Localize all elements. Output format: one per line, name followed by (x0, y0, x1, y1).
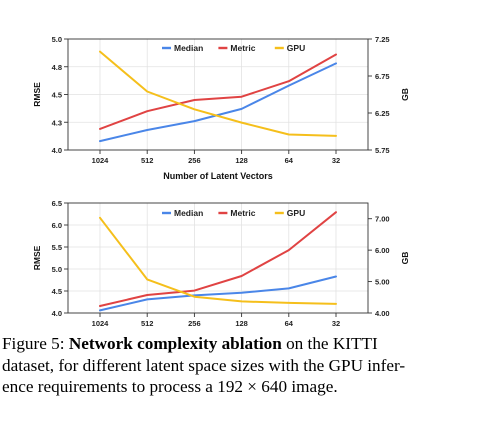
y-tick-label: 5.0 (52, 35, 62, 44)
caption-line-1: Figure 5: Network complexity ablation on… (2, 333, 482, 355)
x-tick-label: 128 (235, 156, 248, 165)
legend-label-median: Median (174, 43, 203, 53)
y2-tick-label: 5.00 (375, 278, 390, 287)
y-tick-label: 5.0 (52, 265, 62, 274)
series-line-median (99, 275, 337, 312)
y2-tick-label: 7.00 (375, 215, 390, 224)
y2-axis-title: GB (400, 88, 410, 101)
caption-prefix: Figure 5: (2, 334, 69, 353)
caption-rest: on the KITTI (281, 334, 378, 353)
x-tick-label: 1024 (92, 156, 110, 165)
chart-top: 4.0 4.3 4.5 4.8 5.0 5.75 6.25 6.75 7.25 1024 512 25… (32, 35, 410, 181)
series-line-gpu (99, 216, 337, 305)
y2-tick-label: 7.25 (375, 35, 390, 44)
y2-tick-label: 5.75 (375, 146, 390, 155)
x-axis-title: Number of Latent Vectors (163, 171, 273, 181)
legend-label-gpu: GPU (287, 208, 305, 218)
y2-axis-title: GB (400, 252, 410, 265)
x-tick-label: 64 (285, 319, 294, 328)
y-tick-label: 5.5 (52, 243, 62, 252)
legend-label-metric: Metric (230, 43, 255, 53)
series-line-metric (99, 53, 337, 130)
figure-caption: Figure 5: Network complexity ablation on… (2, 333, 482, 398)
caption-line-2: dataset, for different latent space size… (2, 355, 406, 375)
x-tick-label: 512 (141, 156, 154, 165)
y-axis-title: RMSE (32, 245, 42, 270)
legend-label-gpu: GPU (287, 43, 305, 53)
series-line-gpu (99, 50, 337, 137)
legend: Median Metric GPU (162, 208, 305, 218)
y-tick-label: 6.0 (52, 221, 62, 230)
y2-tick-label: 6.25 (375, 109, 390, 118)
x-tick-label: 256 (188, 319, 201, 328)
x-tick-label: 128 (235, 319, 248, 328)
caption-line-3: ence requirements to process a 192 × 640… (2, 377, 338, 396)
y-tick-label: 4.5 (52, 91, 62, 100)
x-tick-label: 32 (332, 156, 340, 165)
figure-charts: 4.0 4.3 4.5 4.8 5.0 5.75 6.25 6.75 7.25 1024 512 25… (32, 35, 410, 328)
legend-label-metric: Metric (230, 208, 255, 218)
y-tick-label: 4.5 (52, 287, 62, 296)
y2-tick-label: 4.00 (375, 309, 390, 318)
caption-title: Network complexity ablation (68, 334, 282, 353)
y-tick-label: 4.0 (52, 309, 62, 318)
x-tick-label: 256 (188, 156, 201, 165)
y-tick-label: 4.0 (52, 146, 62, 155)
x-tick-label: 512 (141, 319, 154, 328)
chart-bottom: 4.0 4.5 5.0 5.5 6.0 6.5 4.00 5.00 6.00 7.00 1024 51… (32, 199, 410, 328)
y2-tick-label: 6.00 (375, 246, 390, 255)
legend-label-median: Median (174, 208, 203, 218)
y-tick-label: 6.5 (52, 199, 62, 208)
y-tick-label: 4.3 (52, 118, 62, 127)
y-tick-label: 4.8 (52, 63, 62, 72)
x-tick-label: 32 (332, 319, 340, 328)
plot-frame (67, 202, 369, 314)
x-tick-label: 1024 (92, 319, 110, 328)
x-tick-label: 64 (285, 156, 294, 165)
series-line-metric (99, 211, 337, 307)
y2-tick-label: 6.75 (375, 72, 390, 81)
y-axis-title: RMSE (32, 82, 42, 107)
legend: Median Metric GPU (162, 43, 305, 53)
